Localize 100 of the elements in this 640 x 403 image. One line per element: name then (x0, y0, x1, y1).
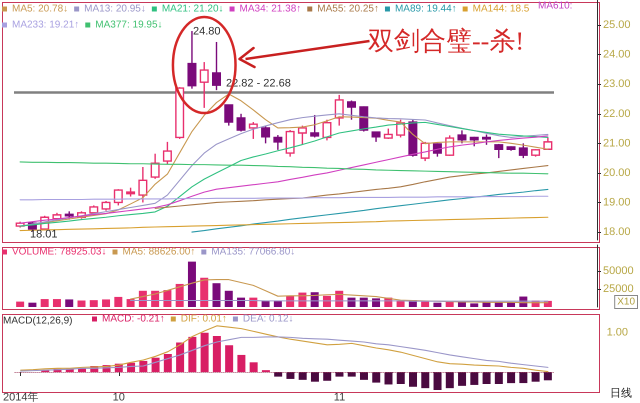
y-tick-label: 21.00 (603, 137, 631, 150)
line-series (130, 279, 548, 304)
bar (286, 372, 294, 379)
legend-label: MA377: 19.95↓ (95, 20, 163, 30)
candlestick (212, 41, 222, 91)
bar (310, 372, 319, 382)
candlestick (482, 134, 492, 146)
bar (298, 372, 307, 380)
text: 1.00 (606, 326, 628, 338)
bar (237, 354, 246, 372)
x-tick-label: 10 (112, 392, 125, 403)
bar (446, 302, 454, 307)
bar (200, 278, 208, 307)
legend-label: MA13: 20.95↓ (84, 4, 146, 14)
bar (40, 299, 49, 307)
text: 日线 (610, 386, 632, 400)
candlestick (236, 113, 246, 132)
x-tick-label: 2014年 (2, 392, 38, 403)
bar (434, 372, 442, 390)
y-tick-label: 24.00 (603, 48, 631, 61)
annotation: MA610: (538, 0, 572, 12)
annotation: 24.80 (193, 26, 221, 38)
annotation: 双剑合璧--杀! (368, 26, 524, 56)
y-tick-label: 23.00 (603, 78, 631, 90)
bar (164, 354, 172, 372)
candlestick (470, 136, 479, 148)
bar (152, 358, 160, 372)
bar (78, 300, 86, 307)
candlestick (457, 130, 466, 144)
candlestick (310, 114, 320, 138)
bar (323, 372, 332, 381)
y-tick-label: 25.00 (603, 19, 631, 32)
bar (126, 299, 135, 307)
bar (212, 283, 220, 307)
bar (470, 303, 478, 307)
bar (28, 302, 36, 307)
legend-label: MACD: -0.21↑ (102, 314, 165, 324)
annotation: 18.01 (30, 228, 58, 240)
chart-title: MACD(12,26,9) (3, 316, 72, 326)
bar (519, 372, 528, 384)
bar (188, 336, 196, 372)
y-tick-label: 20.00 (603, 166, 631, 179)
bar (458, 372, 466, 386)
legend-label: MA233: 19.21↑ (12, 20, 80, 30)
bar (102, 299, 110, 307)
bar (52, 299, 61, 307)
bar (188, 262, 196, 307)
y-tick-label: 18.00 (603, 226, 631, 238)
legend-label: MA144: 18.5 (472, 4, 530, 14)
candlestick (150, 152, 160, 180)
y-tick-label: 19.00 (603, 196, 631, 208)
bar (396, 372, 405, 384)
text: X10 (617, 296, 636, 308)
candlestick (162, 141, 172, 165)
legend-label: MA21: 21.20↓ (162, 4, 224, 14)
candlestick (248, 121, 258, 140)
bar (114, 296, 122, 307)
bar (544, 372, 552, 380)
bar (446, 372, 454, 388)
y-tick-label: 25000 (603, 282, 634, 295)
bar (470, 372, 478, 385)
legend-label: DEA: 0.12↓ (242, 314, 294, 324)
legend-label: MA89: 19.44↑ (394, 4, 457, 14)
y-tick-label: 22.00 (603, 108, 631, 120)
legend-label: MA5: 88626.00↑ (122, 246, 196, 258)
bar (224, 290, 233, 307)
legend-label: VOLUME: 78925.03↓ (12, 246, 106, 258)
bar (360, 372, 368, 380)
candlestick (273, 134, 282, 151)
bar (507, 372, 516, 384)
legend-label: MA135: 77066.80↓ (211, 246, 296, 258)
bar (384, 372, 392, 384)
bar (372, 372, 380, 383)
candlestick (261, 124, 270, 144)
candlestick (138, 166, 148, 204)
y-tick-label: 50000 (603, 264, 634, 277)
line-series (191, 188, 548, 233)
bar (494, 372, 503, 384)
candlestick (384, 128, 393, 140)
bar (16, 302, 24, 307)
candlestick (224, 104, 234, 126)
candlestick (200, 61, 209, 109)
candlestick (518, 142, 528, 159)
bar (421, 372, 430, 388)
bar (532, 372, 540, 382)
bar (409, 372, 418, 387)
bar (482, 372, 491, 384)
bar (212, 336, 221, 372)
x-tick-label: 11 (334, 392, 346, 403)
candlestick (286, 129, 295, 158)
candlestick (114, 188, 123, 206)
candlestick (372, 130, 381, 143)
bar (90, 300, 98, 307)
legend-label: MA5: 20.78↓ (12, 4, 68, 14)
bar (250, 362, 258, 372)
bar (433, 302, 442, 307)
bar (176, 284, 184, 307)
bar (65, 299, 74, 307)
candlestick (346, 100, 356, 120)
bar (176, 342, 184, 372)
